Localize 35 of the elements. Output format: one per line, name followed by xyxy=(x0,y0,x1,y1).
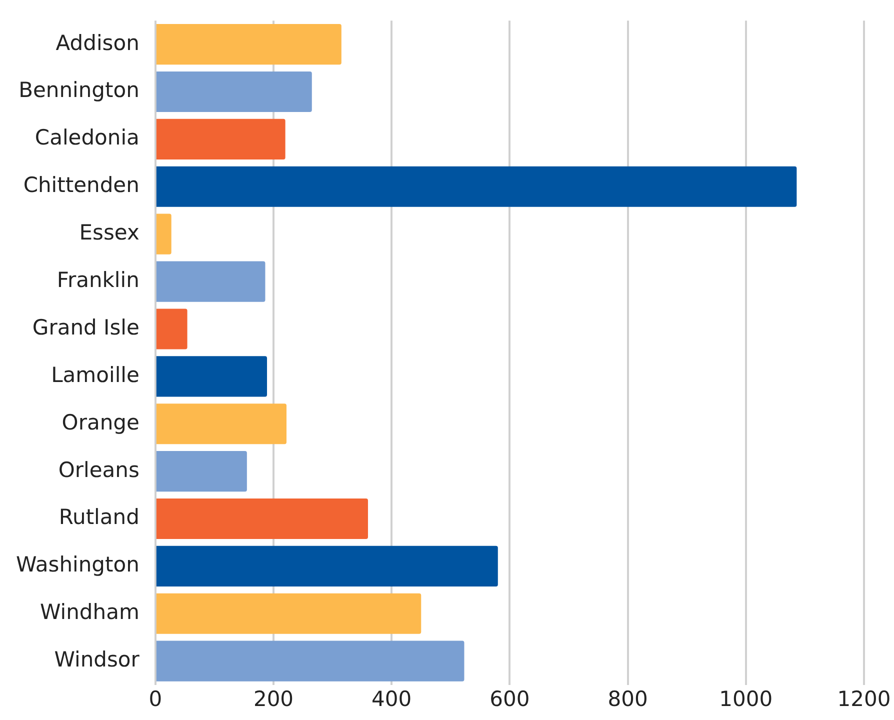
x-tick-label: 400 xyxy=(372,686,412,711)
bar xyxy=(156,24,342,65)
y-tick-label: Washington xyxy=(16,552,140,577)
y-tick-label: Windsor xyxy=(54,648,140,672)
bar xyxy=(156,166,797,207)
y-tick-label: Franklin xyxy=(56,268,140,292)
x-tick-label: 600 xyxy=(490,686,530,711)
y-tick-label: Bennington xyxy=(18,78,140,102)
y-tick-label: Lamoille xyxy=(51,362,140,387)
y-tick-label: Addison xyxy=(56,30,140,55)
bar xyxy=(156,261,266,302)
y-tick-label: Rutland xyxy=(58,505,140,530)
x-tick-label: 800 xyxy=(608,686,648,711)
bar xyxy=(156,451,247,492)
y-tick-label: Caledonia xyxy=(34,126,140,150)
bar xyxy=(156,118,286,160)
y-tick-label: Essex xyxy=(79,220,140,245)
y-tick-label: Grand Isle xyxy=(32,315,140,340)
bar xyxy=(156,71,312,112)
x-tick-label: 1200 xyxy=(837,686,891,711)
x-tick-label: 0 xyxy=(148,686,162,711)
x-tick-label: 1000 xyxy=(719,686,773,711)
y-tick-label: Orleans xyxy=(58,458,140,482)
bar xyxy=(156,546,498,586)
bar xyxy=(156,640,464,682)
y-tick-label: Orange xyxy=(62,410,140,434)
bar xyxy=(156,308,188,350)
bar xyxy=(156,593,422,634)
bar xyxy=(156,356,268,397)
x-tick-label: 200 xyxy=(253,686,294,711)
y-tick-label: Chittenden xyxy=(23,173,140,198)
y-tick-label: Windham xyxy=(40,600,140,624)
bar xyxy=(156,498,368,540)
bar xyxy=(156,214,172,254)
bar xyxy=(156,404,286,444)
